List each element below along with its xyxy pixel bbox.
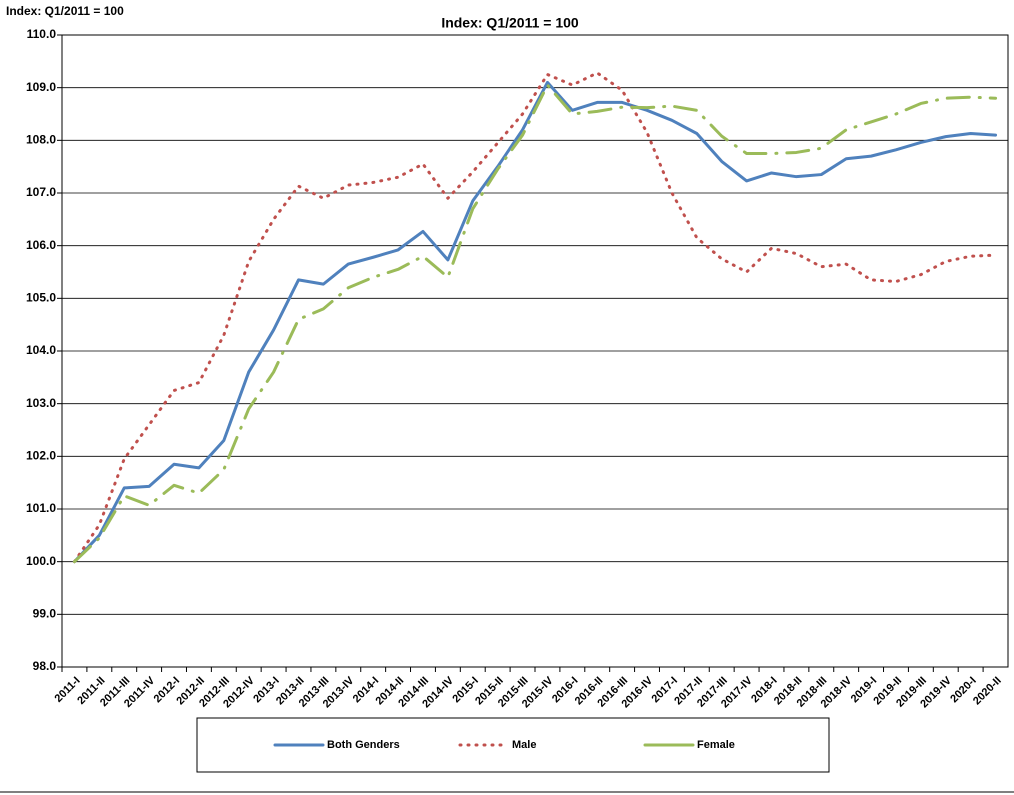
y-tick-label: 108.0 bbox=[26, 133, 56, 147]
y-tick-label: 105.0 bbox=[26, 291, 56, 305]
y-tick-label: 107.0 bbox=[26, 185, 56, 199]
y-tick-label: 103.0 bbox=[26, 396, 56, 410]
y-tick-label: 110.0 bbox=[27, 27, 57, 41]
y-tick-label: 99.0 bbox=[33, 607, 57, 621]
series-line bbox=[72, 83, 998, 564]
y-tick-label: 101.0 bbox=[26, 501, 56, 515]
y-tick-label: 106.0 bbox=[26, 238, 56, 252]
series-line bbox=[72, 80, 998, 564]
legend-label: Both Genders bbox=[327, 739, 400, 751]
y-tick-label: 98.0 bbox=[33, 659, 57, 673]
chart-subtitle: Index: Q1/2011 = 100 bbox=[441, 15, 579, 31]
series-line bbox=[72, 71, 998, 564]
legend-label: Male bbox=[512, 739, 536, 751]
y-tick-label: 100.0 bbox=[26, 554, 56, 568]
y-tick-label: 102.0 bbox=[26, 449, 56, 463]
legend-label: Female bbox=[697, 739, 735, 751]
x-tick-label: 2020-II bbox=[971, 675, 1004, 708]
legend bbox=[196, 717, 830, 773]
y-tick-label: 109.0 bbox=[26, 80, 56, 94]
y-tick-label: 104.0 bbox=[26, 343, 56, 357]
y-axis-label: Index: Q1/2011 = 100 bbox=[6, 4, 124, 18]
